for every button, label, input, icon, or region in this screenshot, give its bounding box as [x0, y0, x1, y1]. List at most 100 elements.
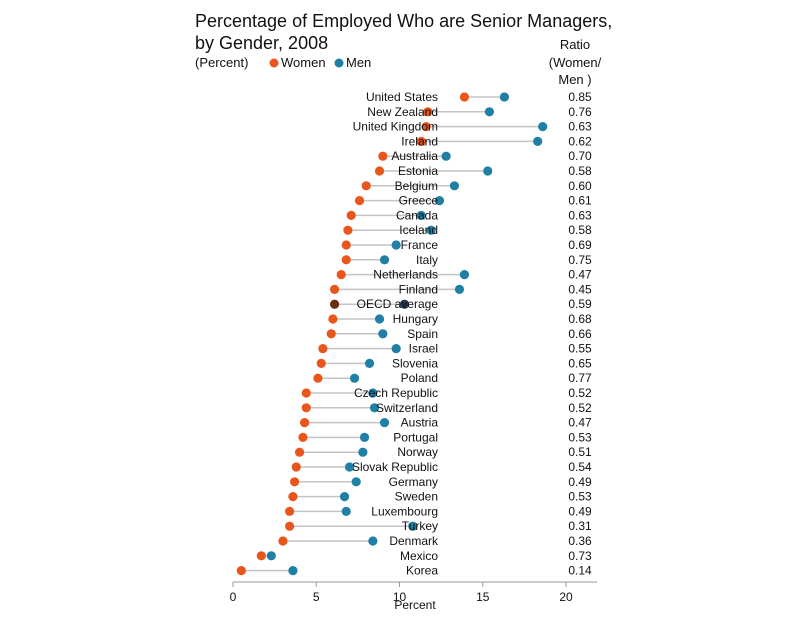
- country-label: Austria: [401, 416, 439, 430]
- x-tick-label: 15: [476, 590, 490, 604]
- ratio-value: 0.70: [568, 149, 592, 163]
- ratio-value: 0.55: [568, 342, 592, 356]
- country-label: United Kingdom: [353, 120, 438, 134]
- ratio-value: 0.77: [568, 371, 592, 385]
- women-point: [361, 181, 371, 191]
- chart-row: Netherlands 0.47: [336, 268, 592, 282]
- chart-row: Slovak Republic 0.54: [291, 460, 592, 474]
- men-point: [416, 210, 426, 220]
- country-label: Slovak Republic: [352, 460, 438, 474]
- country-label: Iceland: [399, 223, 438, 237]
- ratio-value: 0.58: [568, 223, 592, 237]
- men-point: [379, 255, 390, 265]
- ratio-value: 0.73: [568, 549, 592, 563]
- country-label: Norway: [397, 445, 438, 459]
- country-label: Israel: [409, 342, 438, 356]
- women-point: [278, 536, 288, 546]
- chart-row: Luxembourg 0.49: [285, 504, 592, 518]
- ratio-value: 0.36: [568, 534, 592, 548]
- ratio-value: 0.53: [568, 430, 592, 444]
- women-point: [298, 432, 308, 442]
- country-label: Belgium: [395, 179, 438, 193]
- men-point: [533, 136, 543, 146]
- men-point: [538, 122, 548, 132]
- chart-row: Switzerland 0.52: [301, 401, 592, 415]
- country-label: Germany: [389, 475, 438, 489]
- chart-title-line-1: Percentage of Employed Who are Senior Ma…: [195, 11, 612, 31]
- x-tick-label: 20: [559, 590, 573, 604]
- ratio-value: 0.66: [568, 327, 592, 341]
- country-label: Canada: [396, 208, 438, 222]
- chart-row: Denmark 0.36: [278, 534, 592, 548]
- country-label: Switzerland: [376, 401, 438, 415]
- x-axis: 0 5 10 15 20 Percent: [230, 581, 597, 612]
- chart-title: Percentage of Employed Who are Senior Ma…: [195, 11, 612, 53]
- women-point: [318, 344, 328, 354]
- ratio-value: 0.68: [568, 312, 592, 326]
- country-label: Luxembourg: [371, 504, 438, 518]
- chart-row: Canada 0.63: [346, 208, 592, 222]
- chart-row: Iceland 0.58: [343, 223, 592, 237]
- country-label: Czech Republic: [354, 386, 438, 400]
- chart-row: Australia 0.70: [378, 149, 592, 163]
- ratio-value: 0.49: [568, 504, 592, 518]
- chart-row: France 0.69: [341, 238, 592, 252]
- country-label: Sweden: [395, 490, 438, 504]
- men-point: [454, 284, 465, 294]
- country-label: Finland: [399, 282, 438, 296]
- chart-row: Turkey 0.31: [285, 519, 592, 533]
- country-label: Denmark: [389, 534, 439, 548]
- legend-women-marker: [269, 58, 279, 68]
- chart-row: Portugal 0.53: [298, 430, 592, 444]
- chart-row: Slovenia 0.65: [316, 356, 592, 370]
- chart-row: Korea 0.14: [236, 564, 592, 578]
- men-point: [484, 107, 495, 117]
- ratio-value: 0.54: [568, 460, 592, 474]
- ratio-value: 0.76: [568, 105, 592, 119]
- chart-row: United Kingdom 0.63: [353, 120, 592, 134]
- country-label: Spain: [407, 327, 438, 341]
- chart-row: Sweden 0.53: [288, 490, 592, 504]
- chart-row: Hungary 0.68: [328, 312, 592, 326]
- women-point: [336, 270, 346, 280]
- men-point: [441, 151, 451, 161]
- men-point: [374, 314, 385, 324]
- country-label: Estonia: [398, 164, 438, 178]
- ratio-value: 0.31: [568, 519, 592, 533]
- women-point: [290, 477, 300, 487]
- women-point: [423, 107, 433, 117]
- ratio-header: Ratio (Women/ Men ): [549, 37, 602, 87]
- country-label: Netherlands: [373, 268, 438, 282]
- country-label: France: [401, 238, 439, 252]
- ratio-value: 0.65: [568, 356, 592, 370]
- country-label: Greece: [399, 194, 439, 208]
- chart-subtitle: (Percent): [195, 55, 248, 70]
- x-tick-label: 5: [313, 590, 320, 604]
- country-label: OECD average: [357, 297, 439, 311]
- men-point: [341, 506, 351, 516]
- women-point: [341, 240, 351, 250]
- chart-row: Estonia 0.58: [374, 164, 592, 178]
- ratio-value: 0.47: [568, 268, 592, 282]
- chart-row: Austria 0.47: [299, 416, 592, 430]
- country-label: Korea: [406, 564, 438, 578]
- ratio-value: 0.58: [568, 164, 592, 178]
- country-label: Mexico: [400, 549, 438, 563]
- ratio-header-line-3: Men ): [558, 72, 591, 87]
- ratio-value: 0.61: [568, 194, 592, 208]
- women-point: [459, 92, 470, 102]
- men-point: [426, 225, 436, 235]
- chart-row: Belgium 0.60: [361, 179, 592, 193]
- ratio-value: 0.62: [568, 134, 592, 148]
- chart-title-line-2: by Gender, 2008: [195, 33, 328, 53]
- ratio-value: 0.59: [568, 297, 592, 311]
- women-point: [374, 166, 385, 176]
- women-point: [301, 388, 311, 398]
- country-label: New Zealand: [367, 105, 438, 119]
- men-point: [378, 329, 388, 339]
- women-point: [329, 284, 340, 294]
- chart-row: Poland 0.77: [313, 371, 592, 385]
- x-axis-ticks: 0 5 10 15 20: [230, 582, 573, 604]
- men-point: [391, 240, 401, 250]
- chart-row: OECD average 0.59: [329, 297, 592, 311]
